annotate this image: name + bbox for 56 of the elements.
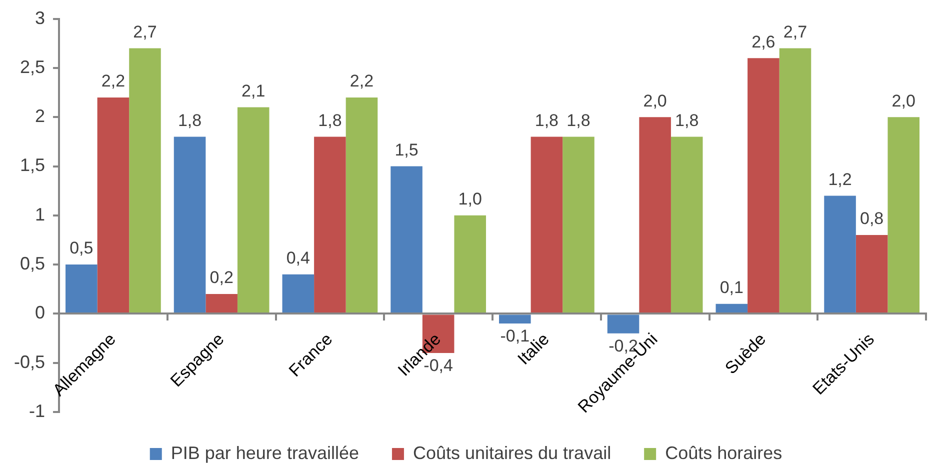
bar	[530, 136, 563, 313]
bar	[499, 314, 531, 324]
bar	[856, 235, 888, 313]
data-label: 2,6	[752, 32, 776, 52]
y-tick-label: -1	[29, 400, 46, 421]
bar	[390, 166, 422, 313]
data-label: 1,8	[318, 110, 342, 130]
data-label: 1,2	[828, 170, 852, 189]
bar	[562, 136, 594, 313]
bar	[824, 196, 856, 313]
data-label: 2,0	[892, 91, 916, 110]
data-label: 1,0	[458, 190, 482, 209]
data-label: 0,2	[210, 268, 234, 288]
y-tick-label: 3	[35, 8, 46, 28]
bar	[237, 107, 270, 313]
data-label: 0,8	[860, 209, 884, 228]
data-label: 0,4	[286, 248, 310, 268]
y-tick-label: 0,5	[20, 254, 46, 274]
data-label: 1,5	[394, 140, 418, 160]
bar	[174, 136, 206, 313]
bar	[748, 58, 780, 313]
bar	[129, 48, 161, 313]
data-label: 1,8	[178, 110, 202, 130]
legend-label: PIB par heure travaillée	[170, 442, 359, 463]
bar	[888, 117, 920, 313]
data-label: 0,5	[70, 238, 94, 258]
data-label: 0,1	[720, 278, 744, 298]
bar	[779, 48, 812, 313]
legend-label: Coûts unitaires du travail	[412, 442, 612, 463]
bar	[282, 274, 314, 313]
bar	[716, 304, 748, 313]
data-label: 1,8	[566, 110, 590, 130]
data-label: 2,1	[242, 81, 266, 100]
bar	[66, 264, 98, 313]
data-label: 2,7	[783, 22, 808, 42]
bar	[314, 136, 346, 313]
bar	[97, 97, 130, 313]
y-tick-label: 0	[35, 302, 46, 323]
data-label: 2,0	[643, 91, 667, 110]
bar	[206, 294, 238, 313]
bar	[639, 117, 671, 313]
data-label: 2,7	[133, 22, 157, 42]
legend-label: Coûts horaires	[665, 442, 782, 463]
y-tick-label: 1,5	[20, 155, 46, 176]
y-tick-label: -0,5	[14, 352, 46, 372]
y-tick-label: 2	[35, 106, 46, 126]
data-label: 2,2	[350, 72, 374, 91]
bar	[607, 314, 640, 334]
data-label: 2,2	[101, 72, 126, 91]
bar	[346, 97, 378, 313]
y-tick-label: 1	[35, 204, 46, 224]
data-label: 1,8	[534, 110, 559, 130]
data-label: 1,8	[675, 110, 699, 130]
y-tick-label: 2,5	[20, 56, 46, 77]
bar	[454, 215, 486, 313]
bar	[670, 136, 703, 313]
